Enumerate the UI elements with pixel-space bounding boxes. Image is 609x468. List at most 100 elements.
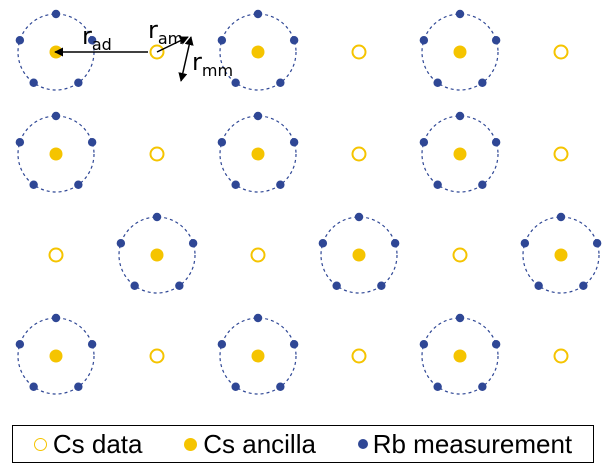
rb-measurement-atom <box>455 111 465 121</box>
rb-measurement-atom <box>217 36 227 45</box>
rb-measurement-atom <box>74 180 83 189</box>
rb-measurement-atom <box>253 111 263 121</box>
rb-measurement-atom <box>433 78 442 87</box>
ancilla-site <box>318 212 400 294</box>
ancilla-site <box>15 111 97 193</box>
rb-measurement-atom <box>491 138 501 147</box>
ancilla-site <box>15 313 97 395</box>
rb-measurement-atom <box>116 239 126 248</box>
cs-data-atom <box>553 348 569 364</box>
rb-measurement-atom <box>491 36 501 45</box>
r-mm-label: rmm <box>192 48 233 80</box>
cs-ancilla-atom <box>251 349 265 363</box>
rb-measurement-atom <box>534 281 543 290</box>
cs-ancilla-atom <box>453 45 467 59</box>
rb-measurement-atom <box>15 138 25 147</box>
cs-data-atom <box>351 44 367 60</box>
ancilla-site <box>217 111 299 193</box>
r-mm-arrow <box>178 36 194 82</box>
cs-data-atom <box>149 146 165 162</box>
rb-measurement-atom <box>253 313 263 323</box>
rb-measurement-atom <box>231 78 240 87</box>
cs-data-atom <box>553 44 569 60</box>
ancilla-site <box>520 212 602 294</box>
ancilla-site <box>419 9 501 91</box>
rb-measurement-atom <box>592 239 602 248</box>
rb-measurement-atom <box>217 340 227 349</box>
rb-measurement-atom <box>419 138 429 147</box>
rb-measurement-atom <box>51 313 61 323</box>
legend-label-cs-ancilla: Cs ancilla <box>203 428 316 459</box>
cs-ancilla-atom <box>453 349 467 363</box>
rb-measurement-atom <box>29 180 38 189</box>
rb-measurement-atom <box>332 281 341 290</box>
rb-measurement-atom <box>130 281 139 290</box>
rb-measurement-atom <box>231 180 240 189</box>
rb-measurement-atom <box>276 78 285 87</box>
hollow-circle-icon <box>33 437 47 451</box>
dashed-ring <box>17 317 95 395</box>
rb-measurement-atom <box>289 36 299 45</box>
dashed-ring <box>421 317 499 395</box>
rb-measurement-atom <box>377 281 386 290</box>
distance-annotations: rad ram rmm <box>54 16 233 82</box>
r-am-label: ram <box>148 16 183 48</box>
rb-measurement-atom <box>520 239 530 248</box>
r-ad-label: rad <box>82 22 112 54</box>
rb-measurement-atom <box>276 180 285 189</box>
cs-ancilla-atom <box>49 349 63 363</box>
rb-measurement-atom <box>433 382 442 391</box>
ancilla-site <box>217 9 299 91</box>
rb-measurement-atom <box>231 382 240 391</box>
dashed-ring <box>522 216 600 294</box>
rb-measurement-atom <box>74 78 83 87</box>
small-dot-icon <box>357 439 368 449</box>
cs-ancilla-atom <box>352 248 366 262</box>
cs-ancilla-atom <box>554 248 568 262</box>
rb-measurement-atom <box>390 239 400 248</box>
legend-entry-rb-measurement: Rb measurement <box>357 429 572 460</box>
rb-measurement-atom <box>419 36 429 45</box>
legend-label-cs-data: Cs data <box>52 428 143 459</box>
cs-ancilla-atom <box>251 147 265 161</box>
rb-measurement-atom <box>579 281 588 290</box>
cs-data-atom <box>452 247 468 263</box>
rb-measurement-atom <box>87 340 97 349</box>
dashed-ring <box>421 13 499 91</box>
filled-circle-icon <box>184 437 198 451</box>
atom-array-diagram: rad ram rmm <box>15 9 602 395</box>
rb-measurement-atom <box>51 111 61 121</box>
cs-data-atom <box>553 146 569 162</box>
rb-measurement-atom <box>51 9 61 19</box>
rb-measurement-atom <box>433 180 442 189</box>
rb-measurement-atom <box>556 212 566 222</box>
cs-data-atom <box>250 247 266 263</box>
dashed-ring <box>320 216 398 294</box>
rb-measurement-atom <box>455 9 465 19</box>
rb-measurement-atom <box>318 239 328 248</box>
rb-measurement-atom <box>29 78 38 87</box>
rb-measurement-atom <box>478 78 487 87</box>
cs-ancilla-atom <box>453 147 467 161</box>
rb-measurement-atom <box>253 9 263 19</box>
rb-measurement-atom <box>491 340 501 349</box>
dashed-ring <box>219 115 297 193</box>
dashed-ring <box>17 115 95 193</box>
rb-measurement-atom <box>74 382 83 391</box>
cs-data-atom <box>351 348 367 364</box>
rb-measurement-atom <box>419 340 429 349</box>
lattice-sites <box>15 9 602 395</box>
dashed-ring <box>118 216 196 294</box>
cs-data-atom <box>48 247 64 263</box>
rb-measurement-atom <box>15 36 25 45</box>
rb-measurement-atom <box>87 138 97 147</box>
dashed-ring <box>219 317 297 395</box>
legend: Cs data Cs ancilla Rb measurement <box>12 425 594 463</box>
rb-measurement-atom <box>15 340 25 349</box>
cs-ancilla-atom <box>49 147 63 161</box>
rb-measurement-atom <box>478 382 487 391</box>
cs-data-atom <box>149 348 165 364</box>
cs-data-atom <box>351 146 367 162</box>
rb-measurement-atom <box>289 138 299 147</box>
ancilla-site <box>116 212 198 294</box>
